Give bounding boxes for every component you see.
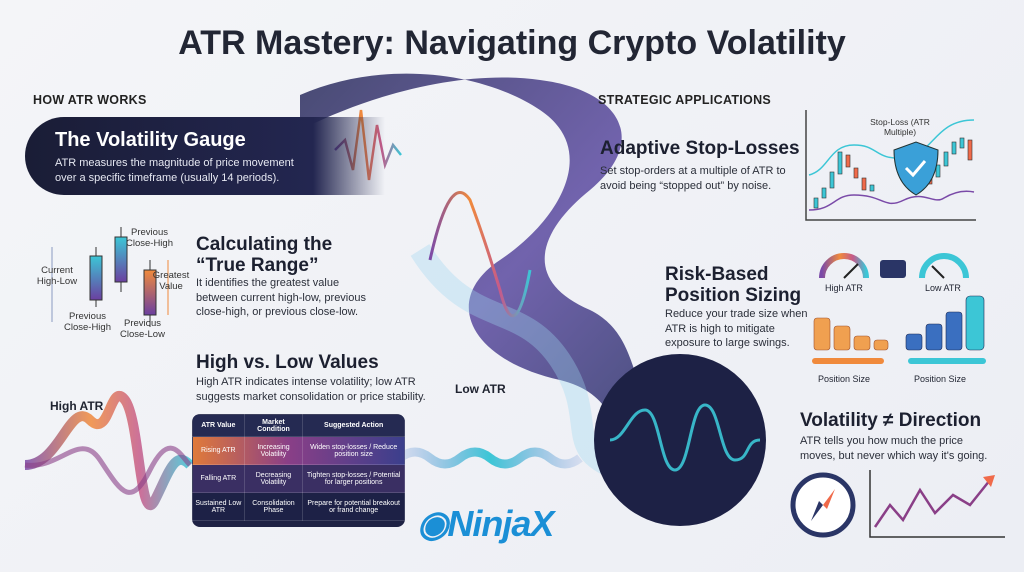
section-how-atr-works: HOW ATR WORKS: [33, 93, 147, 107]
high-atr-wave: [24, 391, 194, 510]
header-atr-value: ATR Value: [192, 414, 245, 437]
low-atr-label: Low ATR: [455, 382, 506, 396]
volatility-direction-desc: ATR tells you how much the price moves, …: [800, 435, 988, 462]
section-strategic-applications: STRATEGIC APPLICATIONS: [598, 93, 772, 107]
true-range-candles: [51, 227, 169, 327]
large-coin-stacks-icon: [905, 295, 985, 351]
volatility-gauge-title: The Volatility Gauge: [55, 129, 246, 151]
table-cell: Widen stop-losses / Reduce position size: [302, 436, 405, 465]
high-atr-label: High ATR: [50, 399, 104, 413]
label-current-high-low: Current High-Low: [36, 265, 78, 288]
label-prev-close-high-bottom: Previous Close-High: [64, 311, 111, 334]
low-atr-circle: [594, 354, 766, 526]
position-sizing-desc: Reduce your trade size when ATR is high …: [665, 308, 808, 350]
wallet-icon: [880, 260, 906, 278]
position-sizing-title-line1: Risk-Based: [665, 264, 769, 285]
table-header-row: ATR Value Market Condition Suggested Actio…: [192, 414, 405, 437]
position-sizing-title-line2: Position Sizing: [665, 285, 802, 307]
low-atr-wave: [397, 447, 583, 469]
low-atr-sizing-label: Low ATR: [925, 283, 961, 293]
high-atr-sizing-label: High ATR: [825, 283, 863, 293]
position-sizing-graphic: [812, 253, 986, 364]
high-low-title: High vs. Low Values: [196, 352, 379, 373]
table-row: Sustained Low ATR Consolidation Phase Prep…: [192, 492, 405, 521]
page-title: ATR Mastery: Navigating Crypto Volatilit…: [178, 24, 846, 62]
trend-line-icon: [873, 479, 991, 528]
volatility-gauge-band: [25, 117, 385, 195]
ninjax-logo: ◉NinjaX: [417, 503, 554, 545]
table-cell: Falling ATR: [192, 464, 245, 493]
stop-loss-desc: Set stop-orders at a multiple of ATR to …: [600, 165, 786, 192]
table-cell: Increasing Volatility: [243, 436, 304, 465]
shield-check-icon: [893, 141, 939, 196]
table-cell: Rising ATR: [192, 436, 245, 465]
table-cell: Prepare for potential breakout or frand …: [302, 492, 405, 521]
table-cell: Consolidation Phase: [243, 492, 304, 521]
direction-graphics: [790, 470, 1005, 538]
volatility-direction-title: Volatility ≠ Direction: [800, 410, 982, 431]
ribbon-shape: [300, 73, 690, 500]
stop-loss-chart: [805, 110, 976, 221]
position-size-bar-high: [812, 358, 884, 364]
ninja-mask-icon: ◉: [417, 503, 448, 544]
position-sizing-title: Risk-Based Position Sizing: [665, 264, 801, 307]
header-suggested-action: Suggested Action: [302, 414, 405, 437]
volatility-gauge-desc: ATR measures the magnitude of price move…: [55, 157, 294, 184]
true-range-title-line1: Calculating the: [196, 234, 333, 255]
logo-text: NinjaX: [447, 503, 554, 544]
position-size-label-2: Position Size: [914, 374, 967, 384]
true-range-title: Calculating the “True Range”: [196, 234, 332, 277]
true-range-title-line2: “True Range”: [196, 255, 319, 277]
atr-table: ATR Value Market Condition Suggested Actio…: [192, 414, 405, 527]
low-atr-gauge-icon: [919, 253, 969, 279]
header-market-condition: Market Condition: [243, 414, 304, 437]
stop-loss-title: Adaptive Stop-Losses: [600, 138, 800, 159]
table-cell: Tighten stop-losses / Potential for larg…: [302, 464, 405, 493]
label-prev-close-low: Previous Close-Low: [120, 318, 165, 341]
table-cell: Decreasing Volatility: [243, 464, 304, 493]
label-prev-close-high-top: Previous Close-High: [126, 227, 173, 250]
label-greatest-value: Greatest Value: [152, 270, 190, 293]
table-row: Falling ATR Decreasing Volatility Tighten …: [192, 464, 405, 493]
small-coin-stacks-icon: [813, 317, 889, 351]
table-cell: Sustained Low ATR: [192, 492, 245, 521]
high-low-desc: High ATR indicates intense volatility; l…: [196, 376, 426, 403]
high-atr-gauge-icon: [819, 253, 869, 279]
stop-loss-chart-label: Stop-Loss (ATR Multiple): [870, 117, 930, 138]
table-row: Rising ATR Increasing Volatility Widen sto…: [192, 436, 405, 465]
position-size-label-1: Position Size: [818, 374, 871, 384]
true-range-desc: It identifies the greatest value between…: [196, 277, 366, 319]
position-size-bar-low: [908, 358, 986, 364]
